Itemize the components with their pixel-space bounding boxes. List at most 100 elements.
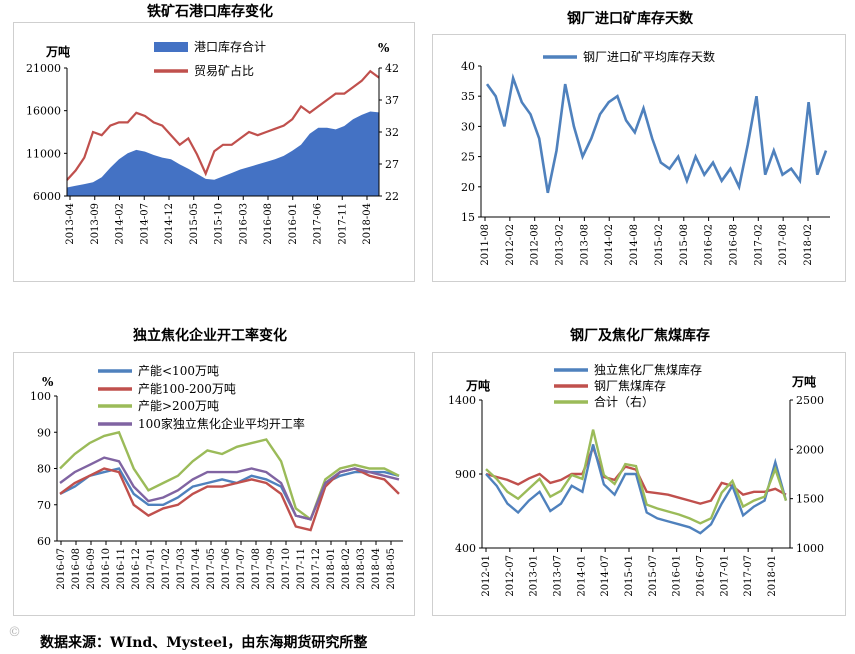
chart3-xtick-label: 2017-06	[221, 548, 232, 590]
chart2-xtick-label: 2012-08	[530, 224, 541, 266]
chart3-y-unit: %	[42, 375, 54, 389]
chart1-right-ytick-label: 22	[385, 190, 399, 203]
chart1-right-ytick-label: 42	[385, 62, 399, 75]
chart4-left-ytick-label: 400	[455, 542, 476, 555]
chart1-xtick-label: 2018-04	[362, 203, 373, 245]
chart2-ytick-label: 35	[461, 90, 475, 103]
chart4-xtick-label: 2016-01	[672, 555, 683, 597]
chart3-frame	[13, 352, 415, 616]
chart4-xtick-label: 2017-01	[719, 555, 730, 597]
chart1-left-unit: 万吨	[45, 44, 70, 59]
chart2-line-series	[485, 73, 828, 194]
chart3-line-series-2	[59, 467, 400, 532]
chart4-legend-label: 钢厂焦煤库存	[594, 378, 666, 393]
chart4-line-series-3	[485, 429, 788, 525]
chart3-line-series-3	[59, 430, 400, 522]
chart4-xtick-label: 2012-07	[505, 555, 516, 597]
chart1-xtick-label: 2014-02	[115, 203, 126, 245]
chart3-xtick-label: 2016-09	[86, 548, 97, 590]
chart2-xtick-label: 2018-02	[803, 224, 814, 266]
chart3-xtick-label: 2018-02	[341, 548, 352, 590]
chart3-xtick-label: 2017-12	[311, 548, 322, 590]
chart3-legend-label: 产能<100万吨	[138, 364, 219, 378]
chart1-right-ytick-label: 27	[385, 158, 399, 171]
chart1-right-unit: %	[378, 41, 390, 55]
chart1-xtick-label: 2017-06	[313, 203, 324, 245]
chart3-xtick-label: 2017-08	[251, 548, 262, 590]
chart4-xtick-label: 2012-01	[481, 555, 492, 597]
chart4-xtick-label: 2018-01	[767, 555, 778, 597]
chart1-xtick-label: 2016-03	[238, 203, 249, 245]
chart1-legend-swatch-area	[154, 42, 188, 52]
chart3-xtick-label: 2018-03	[356, 548, 367, 590]
source-note: 数据来源：WInd、Mysteel，由东海期货研究所整	[40, 635, 368, 651]
chart3-xtick-label: 2016-11	[116, 548, 127, 590]
chart2-xtick-label: 2014-02	[604, 224, 615, 266]
chart1-left-ytick-label: 11000	[26, 147, 61, 160]
chart3-xtick-label: 2017-11	[296, 548, 307, 590]
chart1-right-ytick-label: 37	[385, 94, 399, 107]
chart2-xtick-label: 2015-08	[679, 224, 690, 266]
chart3-xtick-label: 2017-05	[206, 548, 217, 590]
chart1-xtick-label: 2017-11	[337, 203, 348, 245]
chart4-right-ytick-label: 1500	[796, 493, 824, 506]
chart3-xtick-label: 2017-09	[266, 548, 277, 590]
chart2-xtick-label: 2016-02	[704, 224, 715, 266]
chart2-title: 钢厂进口矿库存天数	[567, 11, 693, 27]
chart2-xtick-label: 2011-08	[480, 224, 491, 266]
chart3-ytick-label: 90	[37, 426, 51, 439]
chart3-xtick-label: 2016-07	[56, 548, 67, 590]
chart3-xtick-label: 2016-10	[101, 548, 112, 590]
chart1-xtick-label: 2015-10	[214, 203, 225, 245]
chart3-xtick-label: 2017-03	[176, 548, 187, 590]
chart1-left-ytick-label: 21000	[26, 62, 61, 75]
chart2-xtick-label: 2013-08	[579, 224, 590, 266]
chart3-xtick-label: 2018-01	[326, 548, 337, 590]
chart4-legend-label: 合计（右）	[594, 394, 654, 409]
chart3-xtick-label: 2017-07	[236, 548, 247, 590]
chart1-area-series	[67, 111, 379, 196]
chart2-xtick-label: 2014-08	[629, 224, 640, 266]
chart2-xtick-label: 2015-02	[654, 224, 665, 266]
chart3-ytick-label: 80	[37, 463, 51, 476]
chart1-legend-label: 港口库存合计	[194, 39, 266, 54]
chart3-xtick-label: 2017-02	[161, 548, 172, 590]
chart3-ytick-label: 100	[30, 390, 51, 403]
chart3-xtick-label: 2018-04	[371, 548, 382, 590]
chart3-line-series-4	[59, 456, 400, 521]
chart3-xtick-label: 2017-01	[146, 548, 157, 590]
chart1-legend-label: 贸易矿占比	[194, 63, 254, 78]
chart3-title: 独立焦化企业开工率变化	[133, 328, 287, 344]
chart4-right-ytick-label: 2500	[796, 394, 824, 407]
chart1-title: 铁矿石港口库存变化	[147, 4, 273, 20]
chart3-xtick-label: 2018-05	[386, 548, 397, 590]
chart4-right-ytick-label: 2000	[796, 443, 824, 456]
chart2-xtick-label: 2013-02	[555, 224, 566, 266]
chart4-xtick-label: 2013-01	[529, 555, 540, 597]
chart2-xtick-label: 2012-02	[505, 224, 516, 266]
chart4-right-unit: 万吨	[791, 374, 816, 389]
chart4-line-series-1	[485, 444, 788, 535]
chart1-xtick-label: 2015-05	[189, 203, 200, 245]
chart1-xtick-label: 2014-07	[139, 203, 150, 245]
chart1-xtick-label: 2014-12	[164, 203, 175, 245]
chart2-legend-label: 钢厂进口矿平均库存天数	[583, 49, 715, 64]
chart4-right-ytick-label: 1000	[796, 542, 824, 555]
chart1-line-series	[66, 69, 380, 181]
chart4-left-ytick-label: 900	[455, 468, 476, 481]
chart2-ytick-label: 20	[461, 181, 475, 194]
chart4-left-unit: 万吨	[465, 378, 490, 393]
chart4-title: 钢厂及焦化厂焦煤库存	[570, 328, 710, 344]
chart3-xtick-label: 2016-08	[71, 548, 82, 590]
watermark-logo: ©	[8, 625, 21, 640]
chart4-legend-label: 独立焦化厂焦煤库存	[594, 362, 702, 377]
chart2-ytick-label: 15	[461, 211, 475, 224]
chart2-xtick-label: 2016-08	[728, 224, 739, 266]
chart3-legend-label: 产能>200万吨	[138, 399, 219, 413]
chart2-xtick-label: 2017-08	[778, 224, 789, 266]
chart3-legend-label: 100家独立焦化企业平均开工率	[138, 416, 305, 431]
chart3-ytick-label: 70	[37, 499, 51, 512]
chart1-right-ytick-label: 32	[385, 126, 399, 139]
chart4-left-ytick-label: 1400	[448, 394, 476, 407]
